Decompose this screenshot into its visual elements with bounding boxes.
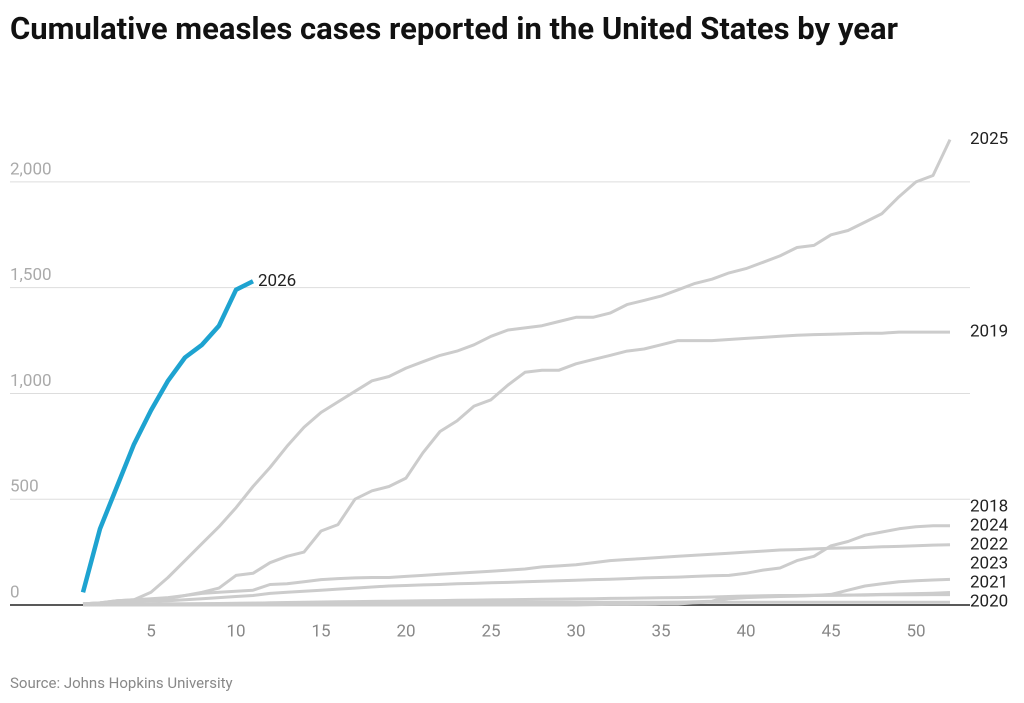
series-label: 2019 — [970, 322, 1008, 342]
x-tick-label: 40 — [736, 621, 755, 641]
series-label: 2022 — [970, 535, 1008, 555]
x-tick-label: 45 — [821, 621, 840, 641]
series-line — [82, 591, 951, 607]
series-label: 2018 — [970, 497, 1008, 517]
source-note: Source: Johns Hopkins University — [10, 674, 233, 692]
x-tick-label: 5 — [146, 621, 156, 641]
y-tick-label: 500 — [10, 477, 39, 497]
series-label: 2023 — [970, 554, 1008, 574]
series-label: 2024 — [970, 516, 1009, 536]
x-tick-label: 20 — [396, 621, 415, 641]
chart-title: Cumulative measles cases reported in the… — [10, 10, 898, 47]
series-line — [82, 330, 950, 606]
series-line — [82, 543, 951, 606]
x-tick-label: 15 — [311, 621, 330, 641]
series-label: 2025 — [970, 129, 1008, 149]
series-label: 2026 — [258, 271, 296, 291]
x-tick-label: 25 — [481, 621, 500, 641]
series-label: 2020 — [970, 592, 1008, 612]
x-tick-label: 30 — [566, 621, 585, 641]
series-line — [82, 138, 952, 606]
series-label: 2021 — [970, 573, 1008, 593]
series-line — [82, 524, 950, 606]
y-tick-label: 0 — [10, 582, 20, 602]
y-tick-label: 1,000 — [10, 371, 52, 391]
series-line — [80, 279, 255, 593]
x-tick-label: 50 — [906, 621, 925, 641]
x-tick-label: 10 — [226, 621, 245, 641]
y-tick-label: 1,500 — [10, 265, 52, 285]
y-tick-label: 2,000 — [10, 159, 52, 179]
x-tick-label: 35 — [651, 621, 670, 641]
